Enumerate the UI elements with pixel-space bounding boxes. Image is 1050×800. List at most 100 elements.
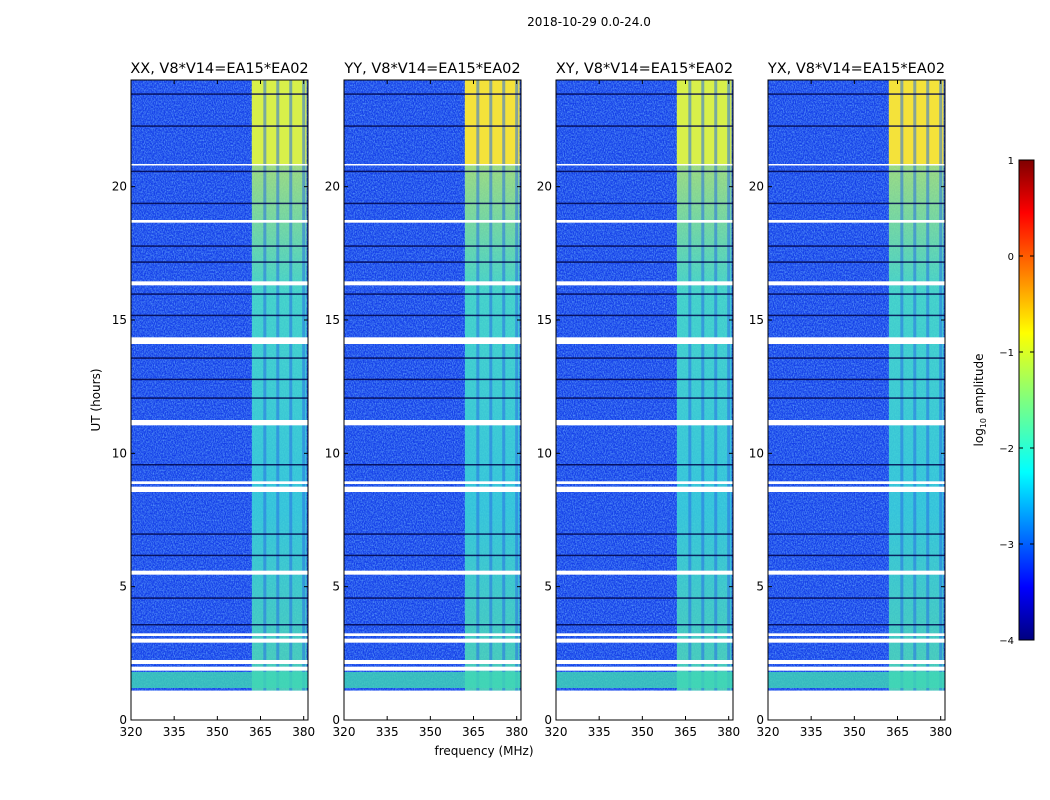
y-tick-label: 20 [325,180,340,194]
flagged-gap [131,660,308,664]
dark-row [768,293,945,295]
flagged-gap [556,281,733,286]
flagged-gap [768,633,945,636]
dark-row [556,397,733,399]
rfi-stripe [302,80,306,691]
no-data-region [344,690,521,720]
x-tick-label: 380 [929,725,952,739]
colorbar-label-prefix: log [972,428,986,446]
rfi-stripe [515,80,519,691]
panel-frame [343,79,522,721]
dark-row [344,397,521,399]
dark-row [768,314,945,317]
rfi-stripe [926,80,930,691]
x-tick-label: 365 [462,725,485,739]
dark-row [556,314,733,317]
colorbar-tick-label: −1 [999,348,1014,359]
flagged-gap [344,337,521,344]
dark-row [344,125,521,127]
y-tick-label: 5 [332,580,340,594]
flagged-gap [344,486,521,492]
dark-row [344,464,521,466]
y-tick-label: 15 [537,313,552,327]
x-tick-label: 335 [163,725,186,739]
dark-row [344,170,521,173]
y-tick-label: 10 [325,446,340,460]
flagged-gap [131,638,308,643]
flagged-gap [131,420,308,426]
rfi-stripe [688,80,692,691]
flagged-gap [556,633,733,636]
flagged-gap [131,481,308,484]
dark-row [131,293,308,295]
flagged-gap [556,337,733,344]
flagged-gap [344,633,521,636]
x-tick-label: 350 [631,725,654,739]
rfi-stripe [476,80,480,691]
dark-row [556,597,733,599]
flagged-gap [768,337,945,344]
x-tick-label: 350 [419,725,442,739]
x-tick-label: 365 [674,725,697,739]
dark-row [131,397,308,399]
flagged-gap [768,486,945,492]
dark-row [768,397,945,399]
flagged-gap [768,481,945,484]
low-ut-bright-row [344,672,521,688]
dark-row [768,261,945,263]
flagged-gap [556,481,733,484]
dark-row [131,245,308,247]
flagged-gap [768,220,945,223]
y-tick-label: 20 [537,180,552,194]
rfi-stripe [489,80,493,691]
y-tick-label: 10 [537,446,552,460]
dark-row [344,597,521,599]
x-tick-label: 320 [545,725,568,739]
colorbar-label: log10 amplitude [972,354,988,447]
dark-row [344,554,521,557]
flagged-gap [344,638,521,643]
dark-row [768,597,945,599]
dark-row [131,314,308,317]
panel-title: XX, V8*V14=EA15*EA02 [130,61,308,77]
dark-row [556,378,733,381]
dark-row [344,314,521,317]
x-tick-label: 320 [333,725,356,739]
y-tick-label: 10 [749,446,764,460]
dark-row [131,261,308,263]
y-tick-label: 0 [544,713,552,727]
flagged-gap [556,220,733,223]
panel-frame [767,79,946,721]
dark-row [556,261,733,263]
panel-frame [130,79,309,721]
rfi-stripe [289,80,293,691]
dark-row [131,464,308,466]
flagged-gap [131,281,308,286]
low-ut-bright-row [768,672,945,688]
x-tick-label: 350 [206,725,229,739]
y-tick-label: 20 [112,180,127,194]
colorbar-tick-label: −2 [999,444,1014,455]
dark-row [556,464,733,466]
dark-row [344,202,521,205]
dark-row [768,554,945,557]
flagged-gap [768,420,945,426]
rfi-stripe [502,80,506,691]
rfi-stripe [913,80,917,691]
flagged-gap [768,281,945,286]
flagged-gap [344,660,521,664]
dark-row [556,357,733,359]
rfi-stripe [263,80,267,691]
flagged-gap [556,660,733,664]
dark-row [344,245,521,247]
dark-row [131,170,308,173]
flagged-gap [344,666,521,671]
dark-row [768,170,945,173]
flagged-gap [768,164,945,166]
x-tick-label: 365 [886,725,909,739]
dark-row [768,533,945,535]
dark-row [768,125,945,127]
colorbar-gradient [1018,159,1035,641]
colorbar-tick-label: −4 [999,636,1014,647]
